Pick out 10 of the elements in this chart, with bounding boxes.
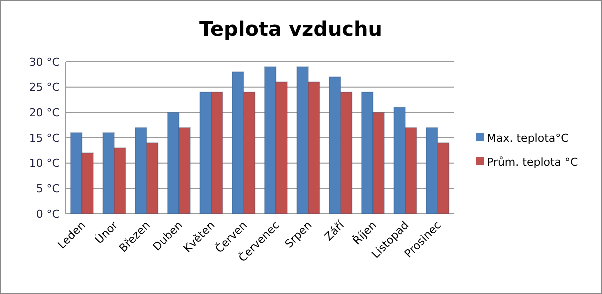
y-tick-label: 0 °C — [36, 208, 60, 221]
y-tick-label: 25 °C — [29, 81, 60, 94]
chart-title: Teplota vzduchu — [199, 17, 383, 41]
y-tick-label: 20 °C — [29, 106, 60, 120]
y-tick-label: 5 °C — [36, 182, 60, 196]
y-tick-label: 10 °C — [29, 157, 60, 170]
y-tick-label: 15 °C — [29, 132, 60, 145]
legend-label: Max. teplota°C — [487, 132, 570, 145]
y-tick-label: 30 °C — [29, 56, 60, 69]
legend-label: Prům. teplota °C — [487, 156, 579, 169]
